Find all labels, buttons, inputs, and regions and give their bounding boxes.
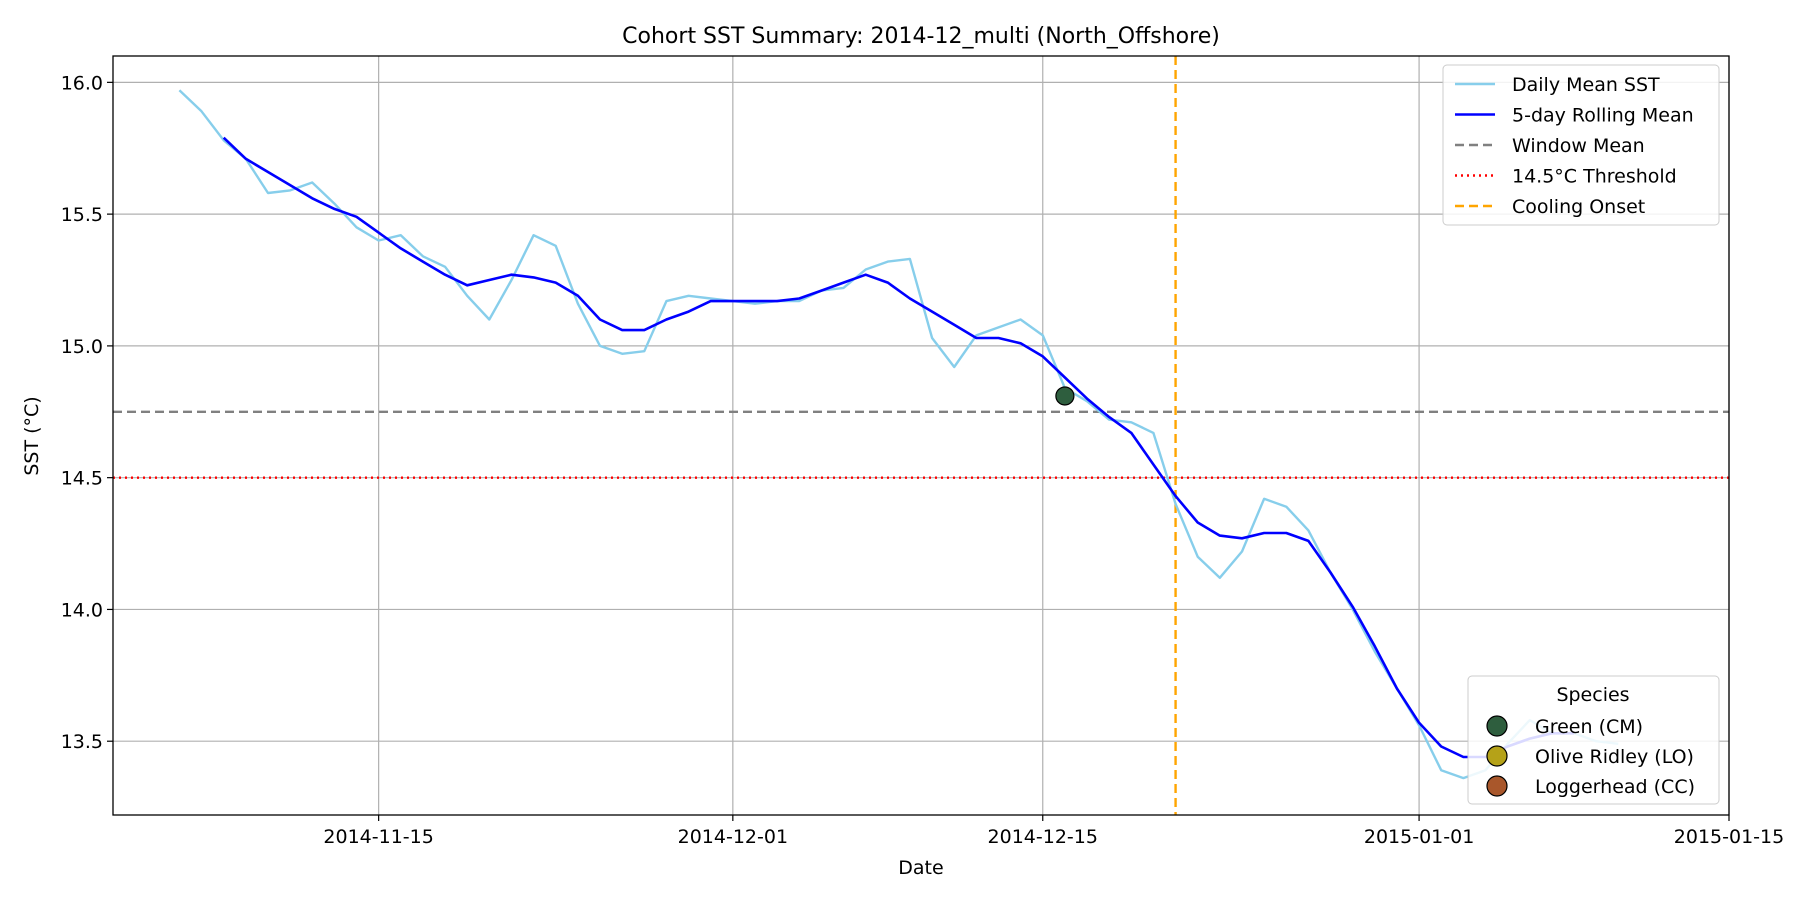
legend-label: 5-day Rolling Mean [1512,105,1694,127]
legend-species: Species Green (CM) Olive Ridley (LO) Logge… [1467,675,1720,805]
chart-title: Cohort SST Summary: 2014-12_multi (North… [622,24,1220,49]
x-tick-label: 2014-12-15 [988,826,1098,848]
species-legend-marker [1486,775,1508,797]
y-tick-label: 13.5 [61,731,103,753]
y-tick-label: 15.0 [61,336,103,358]
legend-label: Window Mean [1512,135,1645,157]
species-legend-label: Olive Ridley (LO) [1535,746,1694,768]
species-legend-marker [1486,715,1508,737]
legend-label: Cooling Onset [1512,196,1645,218]
y-axis-label: SST (°C) [21,396,43,475]
rolling-mean-line [222,136,1574,759]
x-tick-label: 2014-12-01 [678,826,788,848]
legend-series-box [1442,64,1720,226]
species-legend-label: Loggerhead (CC) [1535,776,1695,798]
x-tick-label: 2014-11-15 [323,826,433,848]
series-lines [178,89,1619,780]
daily-mean-sst-line [178,89,1619,780]
x-axis-label: Date [898,857,943,879]
y-tick-label: 15.5 [61,204,103,226]
y-tick-label: 16.0 [61,72,103,94]
y-tick-label: 14.5 [61,468,103,490]
x-tick-label: 2015-01-15 [1674,826,1784,848]
legend-series: Daily Mean SST 5-day Rolling Mean Window M… [1442,64,1720,226]
species-legend-label: Green (CM) [1535,716,1643,738]
reference-lines [113,56,1729,815]
legend-label: Daily Mean SST [1512,74,1660,96]
legend-label: 14.5°C Threshold [1512,166,1677,188]
y-tick-label: 14.0 [61,599,103,621]
x-axis-ticks: 2014-11-15 2014-12-01 2014-12-15 2015-01-01… [323,815,1784,848]
species-marker [1055,386,1075,406]
plot-area-frame [112,55,1730,816]
legend-species-box [1467,675,1720,805]
species-markers [1055,386,1075,406]
legend-species-title: Species [1556,684,1629,706]
x-tick-label: 2015-01-01 [1364,826,1474,848]
y-axis-ticks: 13.5 14.0 14.5 15.0 15.5 16.0 [61,72,113,753]
species-legend-marker [1486,745,1508,767]
